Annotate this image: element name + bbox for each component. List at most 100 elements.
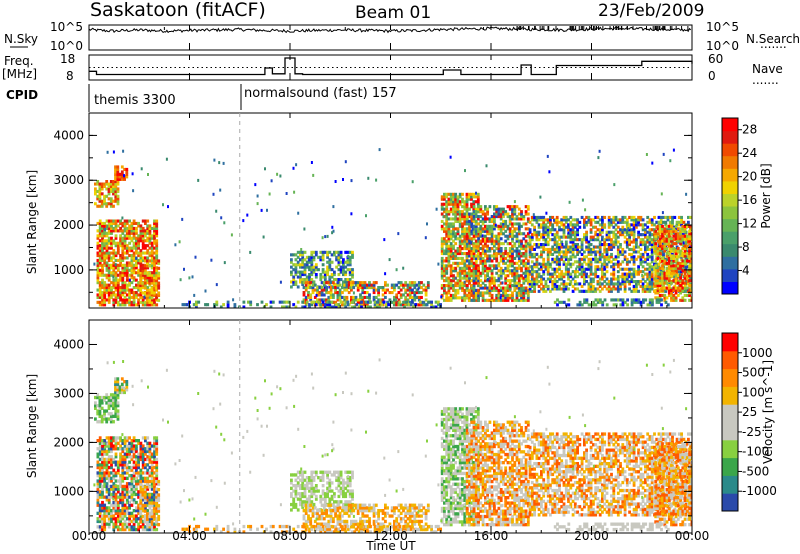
power-cell bbox=[599, 300, 602, 304]
power-cell bbox=[335, 305, 338, 308]
power-cell bbox=[121, 239, 125, 243]
power-cell bbox=[463, 259, 467, 263]
power-cell bbox=[490, 279, 494, 283]
power-cell bbox=[484, 229, 487, 233]
power-cell bbox=[495, 212, 499, 216]
power-cell bbox=[656, 224, 660, 228]
power-cell bbox=[368, 293, 371, 297]
power-cell bbox=[549, 250, 552, 254]
power-cell bbox=[463, 291, 467, 295]
power-cell bbox=[148, 229, 152, 233]
power-cell bbox=[486, 254, 489, 258]
power-cell bbox=[679, 286, 682, 290]
power-cell bbox=[128, 231, 131, 235]
power-cell bbox=[322, 298, 326, 302]
power-cell bbox=[601, 255, 604, 259]
power-cell bbox=[583, 298, 586, 302]
power-cell bbox=[488, 256, 492, 260]
power-cell bbox=[677, 215, 681, 219]
power-cell bbox=[107, 202, 111, 206]
power-cell bbox=[499, 266, 503, 270]
power-cell bbox=[594, 260, 598, 264]
power-cell bbox=[103, 286, 107, 290]
power-cell bbox=[121, 244, 125, 248]
power-cell bbox=[98, 254, 102, 258]
power-cell bbox=[103, 234, 107, 238]
power-cell bbox=[528, 230, 532, 234]
power-cell bbox=[476, 202, 480, 206]
power-cell bbox=[467, 215, 471, 219]
power-cell bbox=[121, 258, 125, 262]
power-cell bbox=[690, 284, 692, 288]
power-cell bbox=[148, 298, 152, 302]
power-cell bbox=[96, 251, 100, 255]
power-cell bbox=[542, 262, 546, 266]
velocity-cell bbox=[96, 495, 100, 499]
power-cell bbox=[540, 215, 543, 219]
power-cell bbox=[511, 234, 514, 238]
power-cell bbox=[690, 266, 692, 270]
power-cell bbox=[461, 224, 464, 228]
power-cell bbox=[361, 303, 365, 307]
power-cell bbox=[309, 293, 313, 297]
power-cell bbox=[98, 303, 102, 307]
power-cell bbox=[526, 276, 530, 280]
power-cell bbox=[118, 177, 122, 181]
power-cell bbox=[630, 298, 634, 302]
power-cell bbox=[587, 284, 591, 288]
power-cell bbox=[486, 291, 489, 295]
power-cell bbox=[215, 300, 219, 304]
power-cell bbox=[472, 200, 476, 204]
power-cell bbox=[116, 202, 120, 206]
power-cell bbox=[472, 212, 476, 216]
power-cell bbox=[639, 252, 643, 256]
power-cell bbox=[493, 288, 496, 292]
power-cell bbox=[654, 281, 658, 285]
power-cell bbox=[672, 256, 676, 260]
power-cell bbox=[601, 303, 605, 307]
power-cell bbox=[562, 255, 566, 259]
power-cell bbox=[612, 298, 616, 302]
power-cell bbox=[443, 252, 446, 256]
power-cell bbox=[130, 256, 134, 260]
power-cell bbox=[310, 255, 314, 259]
power-cell bbox=[641, 252, 645, 256]
power-cell bbox=[506, 293, 510, 297]
power-cell bbox=[515, 215, 519, 219]
power-cell bbox=[562, 230, 566, 234]
power-cell bbox=[116, 278, 120, 282]
power-cell bbox=[542, 265, 546, 269]
power-cell bbox=[141, 258, 145, 262]
power-cell bbox=[513, 275, 516, 279]
power-cell bbox=[449, 192, 453, 196]
power-cell bbox=[674, 296, 678, 300]
power-cell bbox=[511, 237, 514, 241]
power-cell bbox=[674, 224, 678, 228]
power-cell bbox=[513, 217, 517, 221]
power-cell bbox=[672, 249, 676, 253]
power-cell bbox=[637, 235, 640, 239]
power-cell bbox=[96, 288, 100, 292]
power-cell bbox=[506, 269, 510, 273]
power-cell bbox=[218, 161, 221, 165]
power-cell bbox=[116, 241, 120, 245]
power-cell bbox=[612, 275, 616, 279]
power-cell bbox=[664, 257, 668, 261]
power-cell bbox=[681, 224, 685, 228]
power-cell bbox=[96, 204, 100, 208]
power-cell bbox=[463, 227, 467, 231]
power-cell bbox=[573, 230, 577, 234]
power-cell bbox=[463, 293, 467, 297]
power-cell bbox=[413, 281, 417, 285]
power-cell bbox=[96, 295, 100, 299]
power-cell bbox=[148, 283, 152, 287]
power-cell bbox=[488, 259, 492, 263]
power-cell bbox=[114, 273, 118, 277]
power-cell bbox=[555, 220, 559, 224]
power-cell bbox=[567, 277, 570, 281]
power-cell bbox=[333, 273, 336, 277]
power-cell bbox=[632, 225, 636, 229]
power-cell bbox=[494, 223, 497, 227]
power-cell bbox=[684, 233, 688, 237]
power-cell bbox=[573, 272, 577, 276]
